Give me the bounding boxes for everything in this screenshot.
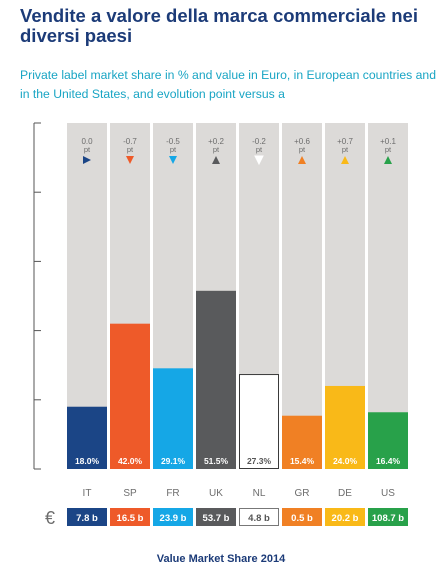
currency-symbol: € bbox=[45, 508, 55, 528]
euro-value-label: 16.5 b bbox=[117, 513, 144, 524]
euro-value-label: 23.9 b bbox=[160, 513, 187, 524]
evolution-unit: pt bbox=[385, 145, 392, 154]
data-label: 29.1% bbox=[161, 456, 186, 466]
euro-value-box bbox=[239, 508, 279, 526]
bar-fr bbox=[153, 368, 193, 469]
euro-value-box bbox=[325, 508, 365, 526]
evolution-marker-down bbox=[169, 156, 177, 164]
evolution-unit: pt bbox=[256, 145, 263, 154]
euro-value-label: 0.5 b bbox=[291, 513, 313, 524]
evolution-unit: pt bbox=[127, 145, 134, 154]
bar-background-us bbox=[368, 123, 408, 469]
evolution-marker-neutral bbox=[83, 156, 91, 164]
data-label: 15.4% bbox=[290, 456, 315, 466]
category-label: IT bbox=[83, 488, 92, 499]
data-label: 16.4% bbox=[376, 456, 401, 466]
evolution-marker-down bbox=[126, 156, 134, 164]
evolution-marker-up bbox=[212, 156, 220, 164]
data-label: 51.5% bbox=[204, 456, 229, 466]
chart-footer: Value Market Share 2014 bbox=[156, 553, 286, 565]
euro-value-label: 4.8 b bbox=[248, 513, 270, 524]
evolution-value: +0.1 bbox=[380, 137, 396, 146]
evolution-marker-down bbox=[254, 155, 264, 166]
evolution-unit: pt bbox=[213, 145, 220, 154]
evolution-value: +0.2 bbox=[208, 137, 224, 146]
data-label: 18.0% bbox=[75, 456, 100, 466]
category-label: US bbox=[381, 488, 395, 499]
evolution-marker-up bbox=[384, 156, 392, 164]
chart-subtitle: Private label market share in % and valu… bbox=[20, 68, 436, 101]
evolution-marker-up bbox=[298, 156, 306, 164]
data-label: 27.3% bbox=[247, 456, 272, 466]
evolution-value: +0.6 bbox=[294, 137, 310, 146]
evolution-value: 0.0 bbox=[81, 137, 93, 146]
euro-value-box bbox=[67, 508, 107, 526]
evolution-value: -0.2 bbox=[252, 137, 266, 146]
category-label: DE bbox=[338, 488, 352, 499]
bar-us bbox=[368, 412, 408, 469]
euro-value-box bbox=[110, 508, 150, 526]
bar-uk bbox=[196, 290, 236, 469]
evolution-value: -0.5 bbox=[166, 137, 180, 146]
category-label: GR bbox=[295, 488, 310, 499]
evolution-unit: pt bbox=[299, 145, 306, 154]
data-label: 24.0% bbox=[333, 456, 358, 466]
euro-value-box bbox=[153, 508, 193, 526]
bar-nl bbox=[239, 374, 279, 469]
evolution-unit: pt bbox=[342, 145, 349, 154]
evolution-value: +0.7 bbox=[337, 137, 353, 146]
category-label: UK bbox=[209, 488, 223, 499]
euro-value-box bbox=[282, 508, 322, 526]
category-label: SP bbox=[123, 488, 137, 499]
evolution-marker-up bbox=[341, 156, 349, 164]
euro-value-label: 20.2 b bbox=[332, 513, 359, 524]
category-label: FR bbox=[166, 488, 179, 499]
evolution-value: -0.7 bbox=[123, 137, 137, 146]
evolution-unit: pt bbox=[170, 145, 177, 154]
data-label: 42.0% bbox=[118, 456, 143, 466]
bar-it bbox=[67, 406, 107, 469]
evolution-unit: pt bbox=[84, 145, 91, 154]
euro-value-box bbox=[196, 508, 236, 526]
category-label: NL bbox=[253, 488, 266, 499]
euro-value-label: 7.8 b bbox=[76, 513, 98, 524]
bar-background-gr bbox=[282, 123, 322, 469]
bar-gr bbox=[282, 415, 322, 469]
euro-value-label: 53.7 b bbox=[203, 513, 230, 524]
bar-sp bbox=[110, 323, 150, 469]
chart-title: Vendite a valore della marca commerciale… bbox=[20, 5, 418, 46]
bar-de bbox=[325, 385, 365, 469]
euro-value-box bbox=[368, 508, 408, 526]
euro-value-label: 108.7 b bbox=[372, 513, 404, 524]
